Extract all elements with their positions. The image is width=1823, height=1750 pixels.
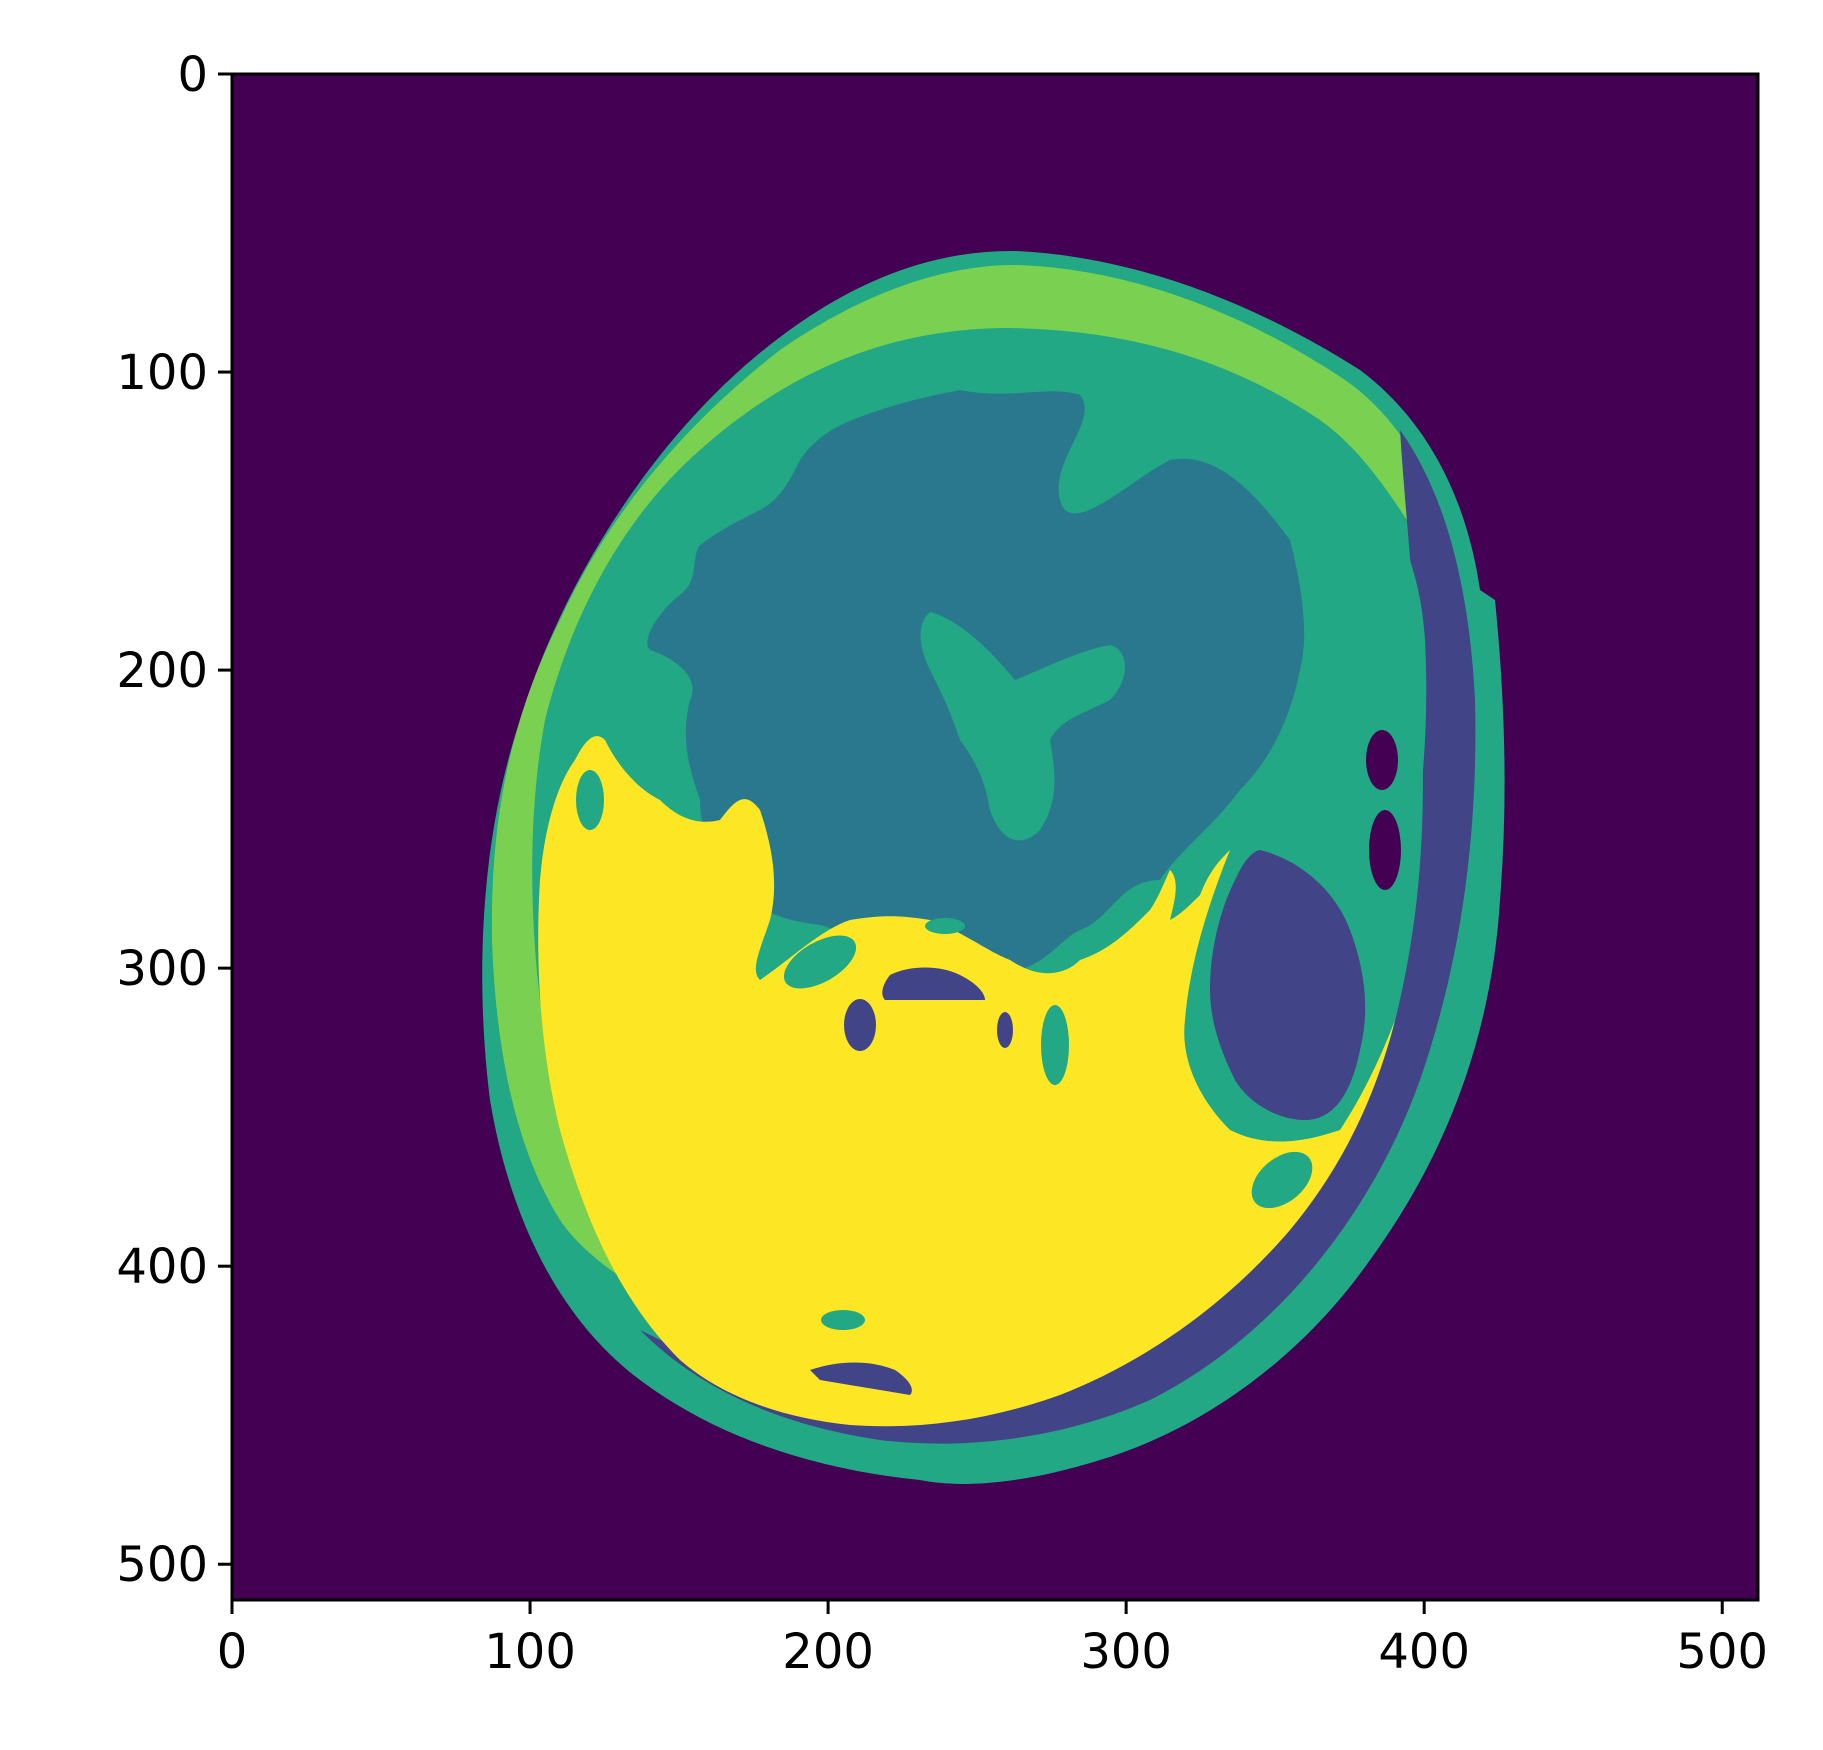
x-tick-label: 100	[484, 1624, 576, 1680]
small-region-11	[1369, 810, 1401, 890]
x-tick-label: 500	[1676, 1624, 1768, 1680]
axes-frame	[230, 72, 1760, 1602]
small-region-10	[1366, 730, 1398, 790]
small-region-4	[844, 999, 876, 1051]
x-tick-label: 400	[1378, 1624, 1470, 1680]
small-region-3	[882, 967, 985, 1000]
y-tick-label: 500	[116, 1537, 208, 1593]
small-region-12	[576, 770, 604, 830]
y-tick-label: 0	[177, 47, 208, 103]
small-region-2	[925, 918, 965, 934]
small-region-5	[997, 1012, 1013, 1048]
y-tick-label: 300	[116, 941, 208, 997]
x-tick-label: 300	[1080, 1624, 1172, 1680]
bright-region	[538, 736, 1395, 1427]
x-axis: 0 100 200 300 400 500	[217, 1600, 1768, 1680]
right-ventricle-region	[1210, 850, 1366, 1120]
x-tick-label: 200	[782, 1624, 874, 1680]
small-region-6	[1041, 1005, 1069, 1085]
small-region-8	[821, 1310, 865, 1330]
midline-y-region	[920, 612, 1125, 841]
x-tick-label: 0	[217, 1624, 248, 1680]
y-axis: 0 100 200 300 400 500	[116, 47, 232, 1593]
small-region-7	[1251, 1151, 1313, 1209]
small-region-9	[810, 1362, 912, 1395]
y-tick-label: 200	[116, 643, 208, 699]
small-region-1	[783, 935, 857, 989]
y-tick-label: 400	[116, 1239, 208, 1295]
heatmap-image	[232, 74, 1758, 1600]
y-tick-label: 100	[116, 345, 208, 401]
